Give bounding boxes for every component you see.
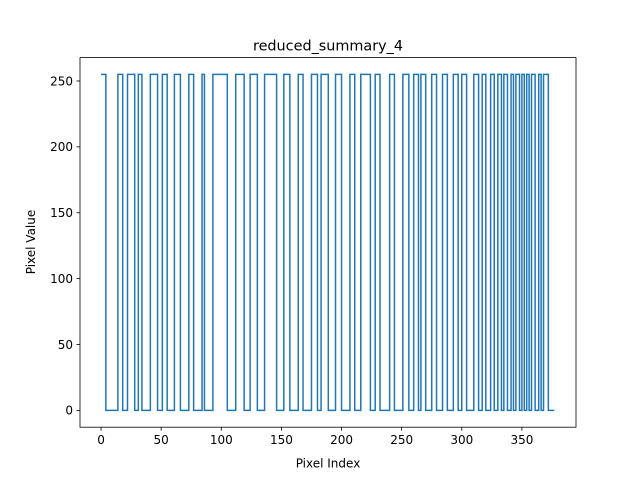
- plot-area: [101, 73, 555, 412]
- x-tick-label: 0: [97, 433, 105, 447]
- y-tick-label: 200: [50, 140, 73, 154]
- y-axis-label: Pixel Value: [24, 210, 38, 275]
- x-tick-label: 350: [510, 433, 533, 447]
- y-tick-label: 0: [65, 404, 73, 418]
- x-tick-label: 200: [330, 433, 353, 447]
- x-axis-label: Pixel Index: [296, 457, 361, 471]
- x-tick-label: 50: [154, 433, 169, 447]
- axes-frame: [79, 57, 577, 428]
- y-tick-label: 100: [50, 272, 73, 286]
- series-line: [101, 73, 555, 412]
- x-tick-label: 300: [450, 433, 473, 447]
- chart-title: reduced_summary_4: [253, 39, 403, 55]
- y-tick-label: 250: [50, 74, 73, 88]
- y-tick-label: 150: [50, 206, 73, 220]
- y-tick-label: 50: [58, 338, 73, 352]
- x-tick-label: 150: [270, 433, 293, 447]
- x-tick-label: 100: [210, 433, 233, 447]
- x-tick-label: 250: [390, 433, 413, 447]
- axis-ticks: 0 50 100 150 200 250 300 350 0 50 100 150 200 250: [50, 74, 533, 447]
